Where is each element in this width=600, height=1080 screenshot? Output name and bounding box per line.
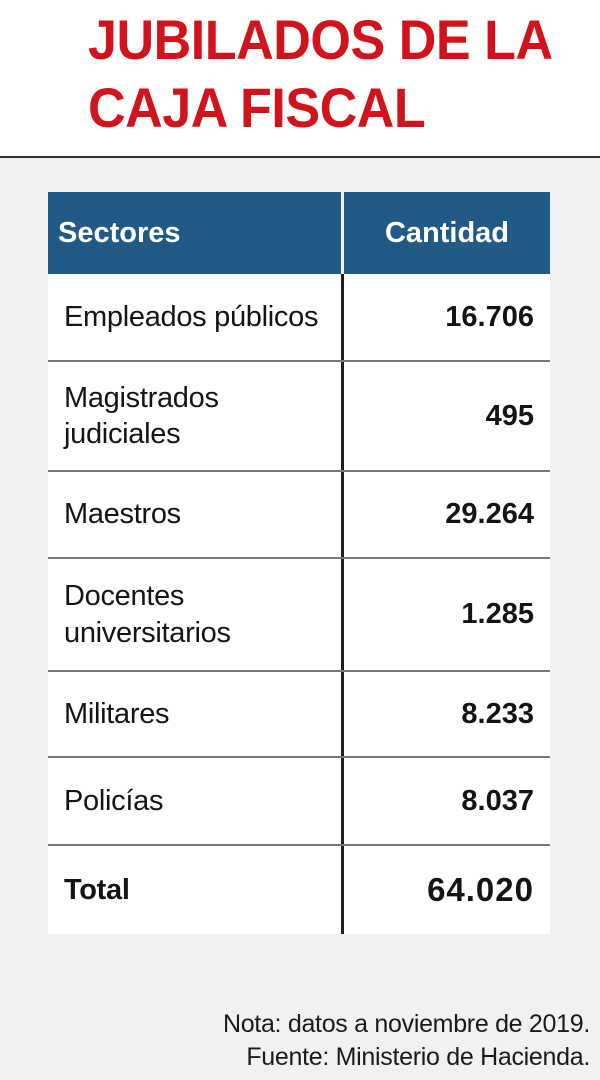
- total-row: Total 64.020: [48, 844, 550, 934]
- table-row: Empleados públicos 16.706: [48, 274, 550, 360]
- table-body: Empleados públicos 16.706 Magistrados ju…: [48, 274, 550, 934]
- header-cantidad: Cantidad: [384, 216, 510, 249]
- data-table: Sectores Cantidad Empleados públicos 16.…: [48, 192, 550, 934]
- source-text: Fuente: Ministerio de Hacienda.: [246, 1043, 590, 1071]
- quantity-cell: 8.233: [461, 697, 534, 730]
- total-value: 64.020: [427, 871, 534, 909]
- quantity-cell: 16.706: [445, 300, 534, 333]
- sector-cell: Docentes universitarios: [48, 559, 344, 670]
- quantity-cell: 8.037: [461, 784, 534, 817]
- header-sectores: Sectores: [48, 192, 344, 274]
- quantity-cell: 1.285: [461, 598, 534, 631]
- sector-cell: Magistrados judiciales: [48, 362, 344, 470]
- quantity-cell: 495: [485, 399, 534, 432]
- sector-cell: Militares: [48, 672, 344, 756]
- quantity-cell: 29.264: [445, 498, 534, 531]
- table-row: Militares 8.233: [48, 670, 550, 756]
- sector-cell: Empleados públicos: [48, 274, 344, 360]
- title-line-2: CAJA FISCAL: [88, 76, 426, 139]
- sector-cell: Maestros: [48, 472, 344, 557]
- sector-cell: Policías: [48, 758, 344, 844]
- note-text: Nota: datos a noviembre de 2019.: [222, 1010, 590, 1038]
- table-header: Sectores Cantidad: [48, 192, 550, 274]
- title-line-1: JUBILADOS DE LA: [88, 8, 553, 71]
- footnotes: Nota: datos a noviembre de 2019. Fuente:…: [223, 1008, 590, 1074]
- table-row: Magistrados judiciales 495: [48, 360, 550, 470]
- header: JUBILADOS DE LA CAJA FISCAL: [0, 0, 600, 158]
- table-row: Policías 8.037: [48, 756, 550, 844]
- table-row: Maestros 29.264: [48, 470, 550, 557]
- table-row: Docentes universitarios 1.285: [48, 557, 550, 670]
- total-label: Total: [48, 846, 344, 934]
